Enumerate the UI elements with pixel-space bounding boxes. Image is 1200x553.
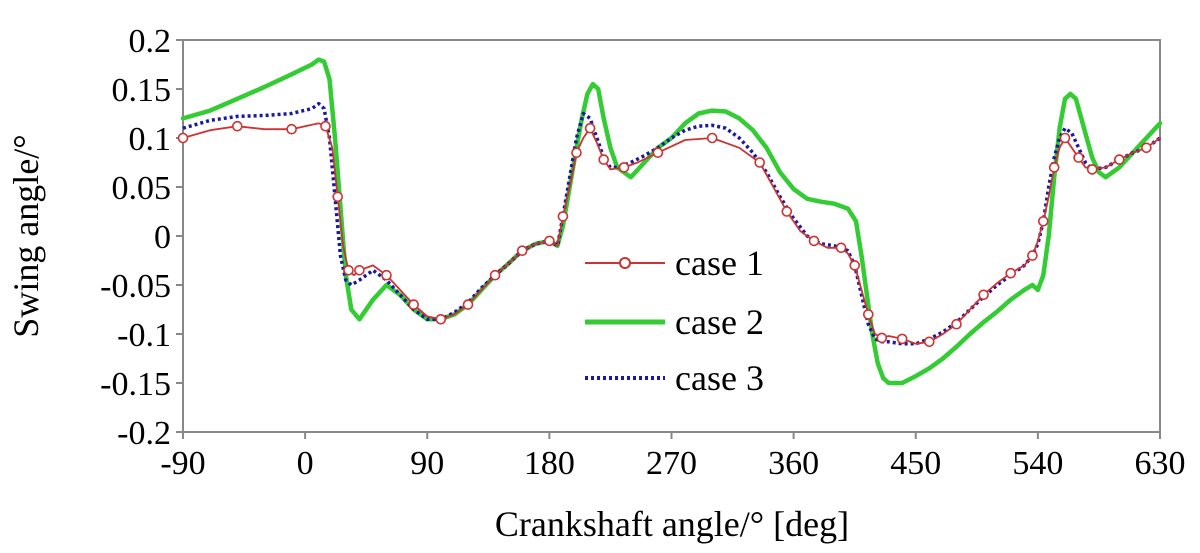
y-tick-label: -0.05: [100, 268, 171, 305]
y-tick-label: 0: [154, 219, 171, 256]
x-tick-label: 270: [646, 445, 697, 482]
series-point-case-1: [544, 235, 555, 247]
series-point-case-1: [177, 132, 189, 144]
series-point-case-1: [1086, 164, 1098, 175]
y-tick-label: -0.1: [117, 317, 171, 354]
series-point-case-1: [286, 123, 297, 135]
series-point-case-1: [849, 260, 861, 271]
legend: case 1 case 2 case 3: [585, 243, 764, 398]
series-point-case-1: [320, 120, 331, 132]
y-tick-label: 0.05: [112, 170, 172, 207]
series-point-case-1: [381, 269, 392, 281]
series-point-case-1: [232, 120, 243, 132]
series-point-case-1: [598, 154, 610, 165]
x-tick-label: 90: [410, 445, 444, 482]
y-tick-label: 0.15: [112, 72, 172, 109]
series-point-case-1: [343, 264, 354, 276]
legend-entry-case-2: case 2: [585, 302, 764, 342]
series-point-case-1: [862, 309, 874, 320]
series-point-case-1: [1059, 132, 1071, 144]
series-point-case-1: [706, 132, 718, 144]
series-point-case-1: [896, 333, 908, 345]
x-axis-title: Crankshaft angle/° [deg]: [495, 504, 849, 544]
series-point-case-1: [408, 299, 420, 310]
series-point-case-1: [876, 332, 888, 344]
series-point-case-1: [1048, 162, 1060, 173]
x-tick-label: -90: [160, 445, 205, 482]
series-point-case-1: [332, 191, 344, 203]
x-tick-label: 540: [1012, 445, 1063, 482]
series-line-case-2: [180, 57, 1163, 386]
series-point-case-1: [557, 211, 569, 222]
series-point-case-1: [584, 122, 596, 134]
series-point-case-1: [1141, 142, 1152, 154]
series-point-case-1: [781, 206, 793, 217]
series-point-case-1: [1073, 152, 1084, 163]
series-line-case-1: [182, 122, 1161, 345]
y-tick-label: -0.15: [100, 366, 171, 403]
series-point-case-1: [618, 162, 630, 173]
x-tick-label: 360: [768, 445, 819, 482]
series-point-case-1: [978, 289, 989, 301]
series-point-case-1: [489, 269, 501, 281]
x-tick-label: 180: [524, 445, 575, 482]
series-point-case-1: [1038, 216, 1049, 227]
y-tick-label: 0.1: [129, 121, 172, 158]
legend-label-case-1: case 1: [675, 243, 764, 283]
series-point-case-1: [354, 264, 365, 276]
x-tick-label: 630: [1135, 445, 1186, 482]
series-point-case-1: [652, 147, 664, 158]
series-point-case-1: [808, 235, 820, 247]
series-point-case-1: [435, 313, 447, 325]
series-point-case-1: [1114, 154, 1125, 165]
series-layer: [177, 57, 1163, 386]
y-tick-label: -0.2: [117, 415, 171, 452]
legend-entry-case-3: case 3: [585, 358, 764, 398]
legend-entry-case-1: case 1: [585, 243, 764, 283]
series-point-case-1: [516, 245, 528, 256]
series-point-case-1: [951, 318, 962, 330]
series-point-case-1: [462, 299, 474, 310]
y-axis-title: Swing angle/°: [6, 134, 46, 337]
y-axis-ticks: 0.2 0.15 0.1 0.05 0 -0.05 -0.1 -0.15 -0.2: [100, 23, 183, 452]
legend-label-case-3: case 3: [675, 358, 764, 398]
legend-label-case-2: case 2: [675, 302, 764, 342]
series-point-case-1: [754, 157, 766, 168]
series-point-case-1: [923, 336, 935, 348]
x-axis-ticks: -90 0 90 180 270 360 450 540 630: [160, 432, 1186, 482]
series-point-case-1: [571, 147, 582, 158]
series-point-case-1: [1027, 250, 1038, 261]
x-tick-label: 0: [297, 445, 314, 482]
y-tick-label: 0.2: [129, 23, 172, 60]
plot-frame: [182, 39, 1161, 433]
x-tick-label: 450: [890, 445, 941, 482]
series-point-case-1: [835, 242, 847, 254]
series-point-case-1: [1005, 267, 1017, 279]
